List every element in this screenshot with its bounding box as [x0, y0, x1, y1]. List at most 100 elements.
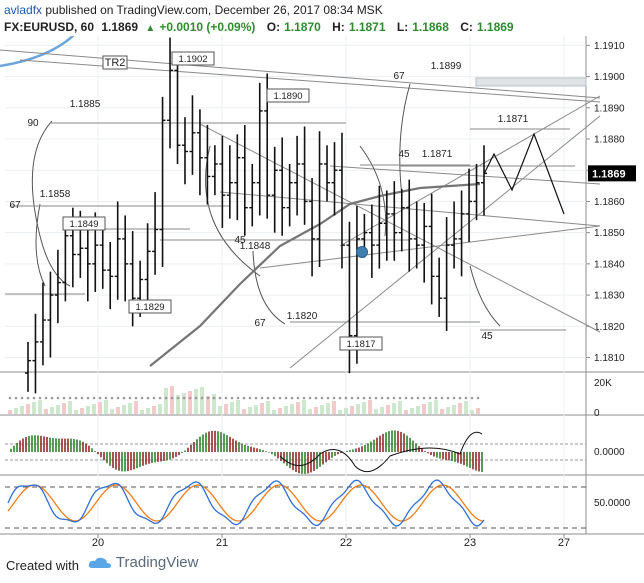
ohlc-bar — [256, 82, 263, 216]
volume-bar — [164, 388, 168, 414]
volume-ma-dot — [92, 396, 96, 400]
volume-bar — [62, 403, 66, 414]
price-tick-label: 1.1860 — [594, 197, 625, 208]
volume-ma-dot — [272, 396, 276, 400]
volume-ma-dot — [140, 396, 144, 400]
volume-ma-dot — [386, 396, 390, 400]
volume-bar — [272, 410, 276, 414]
author-name[interactable]: avladfx — [4, 3, 43, 17]
volume-bar — [380, 407, 384, 414]
volume-ma-dot — [218, 396, 222, 400]
price-tick-label: 1.1910 — [594, 41, 625, 52]
trend-line — [329, 165, 601, 185]
annotation-label: 1.1871 — [422, 149, 453, 160]
volume-bar — [290, 404, 294, 414]
volume-bar — [170, 386, 174, 414]
volume-ma-dot — [98, 396, 102, 400]
ohlc-bar — [421, 203, 428, 283]
ohlc-bar — [174, 51, 181, 164]
volume-ma-dot — [350, 396, 354, 400]
volume-bar — [386, 405, 390, 414]
volume-bar — [32, 402, 36, 414]
ohlc-bar — [39, 282, 46, 366]
volume-bar — [350, 406, 354, 414]
tradingview-logo[interactable]: TradingView — [88, 554, 198, 571]
ohlc-bar — [159, 96, 166, 267]
annotation-label: 45 — [234, 235, 246, 246]
volume-bar — [188, 391, 192, 414]
volume-ma-dot — [224, 396, 228, 400]
stochastic-d-line — [7, 484, 485, 522]
volume-bar — [230, 402, 234, 414]
ohlc-bar — [219, 135, 226, 228]
volume-bar — [398, 401, 402, 414]
volume-ma-dot — [284, 396, 288, 400]
volume-bar — [434, 400, 438, 414]
ohlc-bar — [32, 313, 39, 394]
volume-ma-dot — [452, 396, 456, 400]
volume-bar — [254, 405, 258, 414]
ohlc-bar — [226, 145, 233, 219]
time-tick-label: 21 — [216, 537, 228, 548]
volume-ma-dot — [182, 396, 186, 400]
volume-ma-dot — [110, 396, 114, 400]
volume-bar — [152, 406, 156, 414]
volume-ma-dot — [404, 396, 408, 400]
volume-ma-dot — [158, 396, 162, 400]
volume-ma-dot — [308, 396, 312, 400]
volume-ma-dot — [146, 396, 150, 400]
ohlc-bar — [204, 124, 211, 205]
close-value: C: 1.1869 — [460, 20, 514, 34]
ohlc-bar — [25, 341, 31, 392]
ohlc-bar — [338, 132, 345, 269]
volume-ma-dot — [314, 396, 318, 400]
volume-bar — [320, 405, 324, 414]
volume-ma-dot — [440, 396, 444, 400]
annotation-label: TR2 — [105, 57, 126, 69]
volume-bar — [38, 400, 42, 414]
symbol-header: FX:EURUSD, 60 1.1869 ▲ +0.0010 (+0.09%) O… — [4, 20, 522, 36]
volume-ma-dot — [332, 396, 336, 400]
volume-bar — [362, 402, 366, 414]
annotation-label: 1.1890 — [273, 91, 302, 102]
volume-ma-dot — [62, 396, 66, 400]
volume-bar — [464, 401, 468, 414]
price-tick-label: 1.1880 — [594, 135, 625, 146]
annotation-label: 1.1817 — [346, 339, 375, 350]
volume-ma-dot — [200, 396, 204, 400]
projection-path — [483, 132, 565, 215]
volume-ma-dot — [392, 396, 396, 400]
volume-ma-dot — [458, 396, 462, 400]
volume-ma-dot — [38, 396, 42, 400]
ohlc-bar — [376, 185, 383, 269]
volume-ma-dot — [344, 396, 348, 400]
time-tick-label: 23 — [464, 537, 476, 548]
trend-line — [259, 225, 601, 269]
volume-bar — [446, 407, 450, 414]
annotation-label: 67 — [9, 200, 21, 211]
volume-bar — [260, 403, 264, 414]
volume-bar — [116, 407, 120, 414]
ohlc-bar — [234, 134, 241, 221]
annotation-box — [62, 216, 106, 231]
ohlc-bar — [279, 137, 286, 236]
volume-bar — [86, 406, 90, 414]
volume-ma-dot — [398, 396, 402, 400]
volume-bar — [26, 404, 30, 414]
volume-tick-label: 20K — [594, 378, 612, 389]
annotation-label: 1.1848 — [240, 241, 271, 252]
last-price: 1.1869 — [101, 20, 139, 34]
ohlc-bar — [189, 95, 196, 175]
tradingview-cloud-icon — [88, 557, 111, 569]
time-tick-label: 20 — [92, 537, 104, 548]
current-price-label: 1.1869 — [592, 168, 626, 180]
volume-bar — [98, 402, 102, 414]
volume-bar — [308, 409, 312, 414]
ohlc-bar — [324, 145, 331, 202]
volume-bar — [218, 406, 222, 414]
price-chart[interactable]: 1.19101.19001.18901.18801.18701.18601.18… — [0, 36, 644, 548]
volume-ma-dot — [176, 396, 180, 400]
volume-bar — [134, 401, 138, 414]
ohlc-bar — [466, 168, 473, 243]
price-tick-label: 1.1830 — [594, 291, 625, 302]
